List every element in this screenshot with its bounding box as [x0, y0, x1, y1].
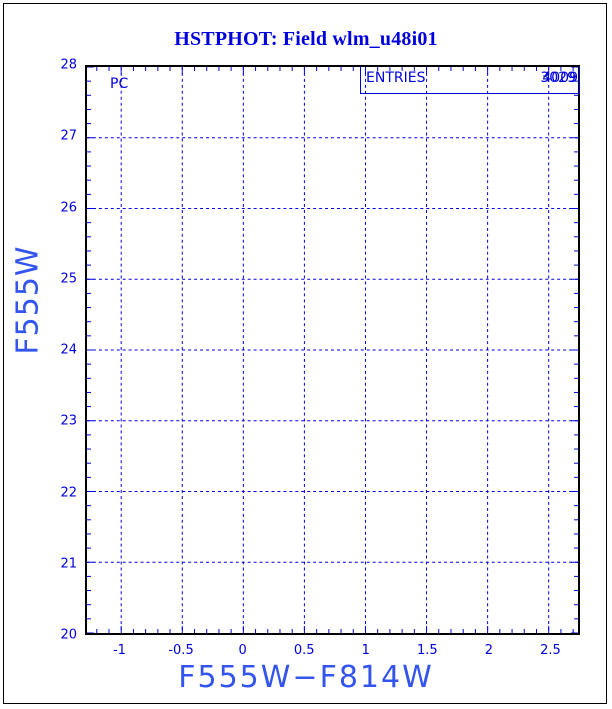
x-tick-label: 1	[361, 643, 370, 658]
x-tick-label: 2.5	[540, 643, 561, 658]
x-tick-label: 0	[238, 643, 247, 658]
y-tick-label: 23	[60, 413, 77, 429]
scatter-points	[87, 67, 578, 633]
x-tick-label: 1.5	[416, 643, 438, 658]
page-title: HSTPHOT: Field wlm_u48i01	[174, 28, 438, 50]
y-tick-label: 22	[60, 485, 77, 500]
x-tick-label: 2	[484, 643, 494, 658]
y-tick-label: 21	[60, 556, 77, 572]
y-axis-title: F555W	[10, 245, 46, 355]
y-tick-label: 28	[60, 57, 77, 73]
entries-label: ENTRIES	[366, 70, 426, 86]
entries-value-overlap: 4009	[542, 70, 578, 86]
x-axis-title: F555W−F814W	[178, 660, 434, 695]
x-tick-label: -1	[112, 643, 126, 658]
y-tick-label: 20	[60, 627, 77, 643]
chip-label: PC	[110, 76, 129, 92]
y-tick-label: 26	[60, 200, 77, 215]
entries-value: 3029	[540, 70, 576, 86]
x-tick-label: 0.5	[293, 643, 315, 658]
y-tick-label: 27	[60, 128, 77, 144]
entries-box	[360, 66, 580, 94]
x-tick-label: -0.5	[168, 643, 194, 658]
grid-lines	[87, 67, 578, 633]
plot-area[interactable]	[85, 65, 580, 635]
y-tick-label: 25	[60, 271, 77, 287]
y-tick-label: 24	[60, 342, 77, 358]
